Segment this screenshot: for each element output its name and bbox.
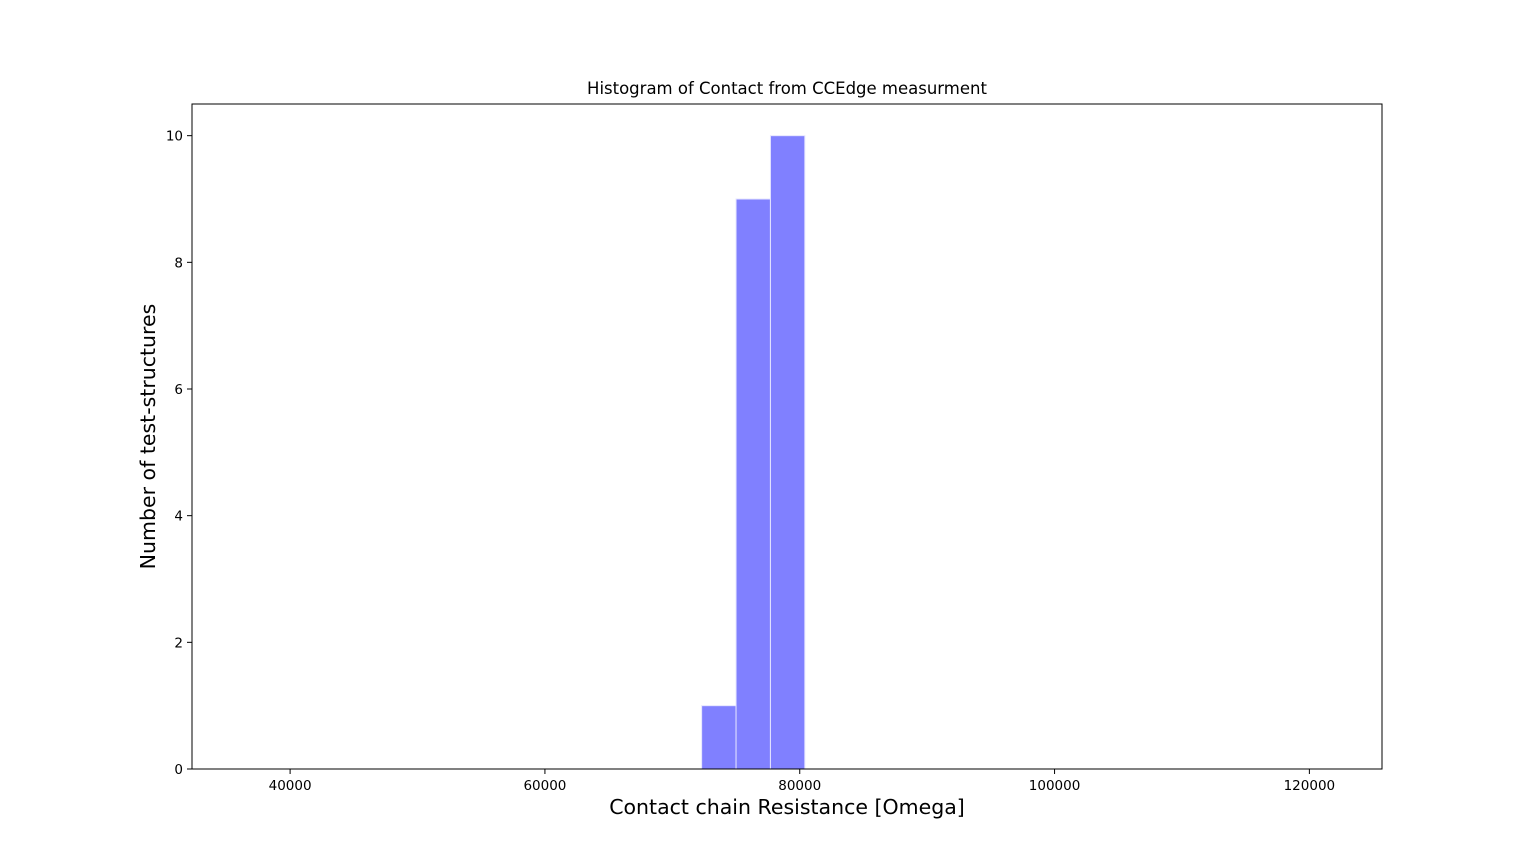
x-axis-label: Contact chain Resistance [Omega] [609,795,965,819]
plot-frame [191,103,1383,770]
y-tick-label: 6 [174,382,183,398]
y-axis-label: Number of test-structures [136,304,160,570]
x-tick-label: 100000 [1029,778,1081,794]
y-tick-label: 0 [174,762,183,778]
y-tick-label: 10 [166,129,183,145]
y-tick-label: 8 [174,255,183,271]
y-tick-label: 2 [174,635,183,651]
histogram-bar [701,705,737,770]
y-tick-label: 4 [174,509,183,525]
histogram-bar [735,198,771,770]
chart-title: Histogram of Contact from CCEdge measurm… [587,79,987,98]
x-tick-label: 40000 [269,778,312,794]
x-tick-label: 80000 [778,778,821,794]
y-axis: 0 2 4 6 8 10 [166,129,192,778]
x-tick-label: 60000 [523,778,566,794]
bars-layer [701,135,806,770]
x-axis: 40000 60000 80000 100000 120000 [269,769,1336,794]
histogram-bar [769,135,806,770]
x-tick-label: 120000 [1284,778,1336,794]
